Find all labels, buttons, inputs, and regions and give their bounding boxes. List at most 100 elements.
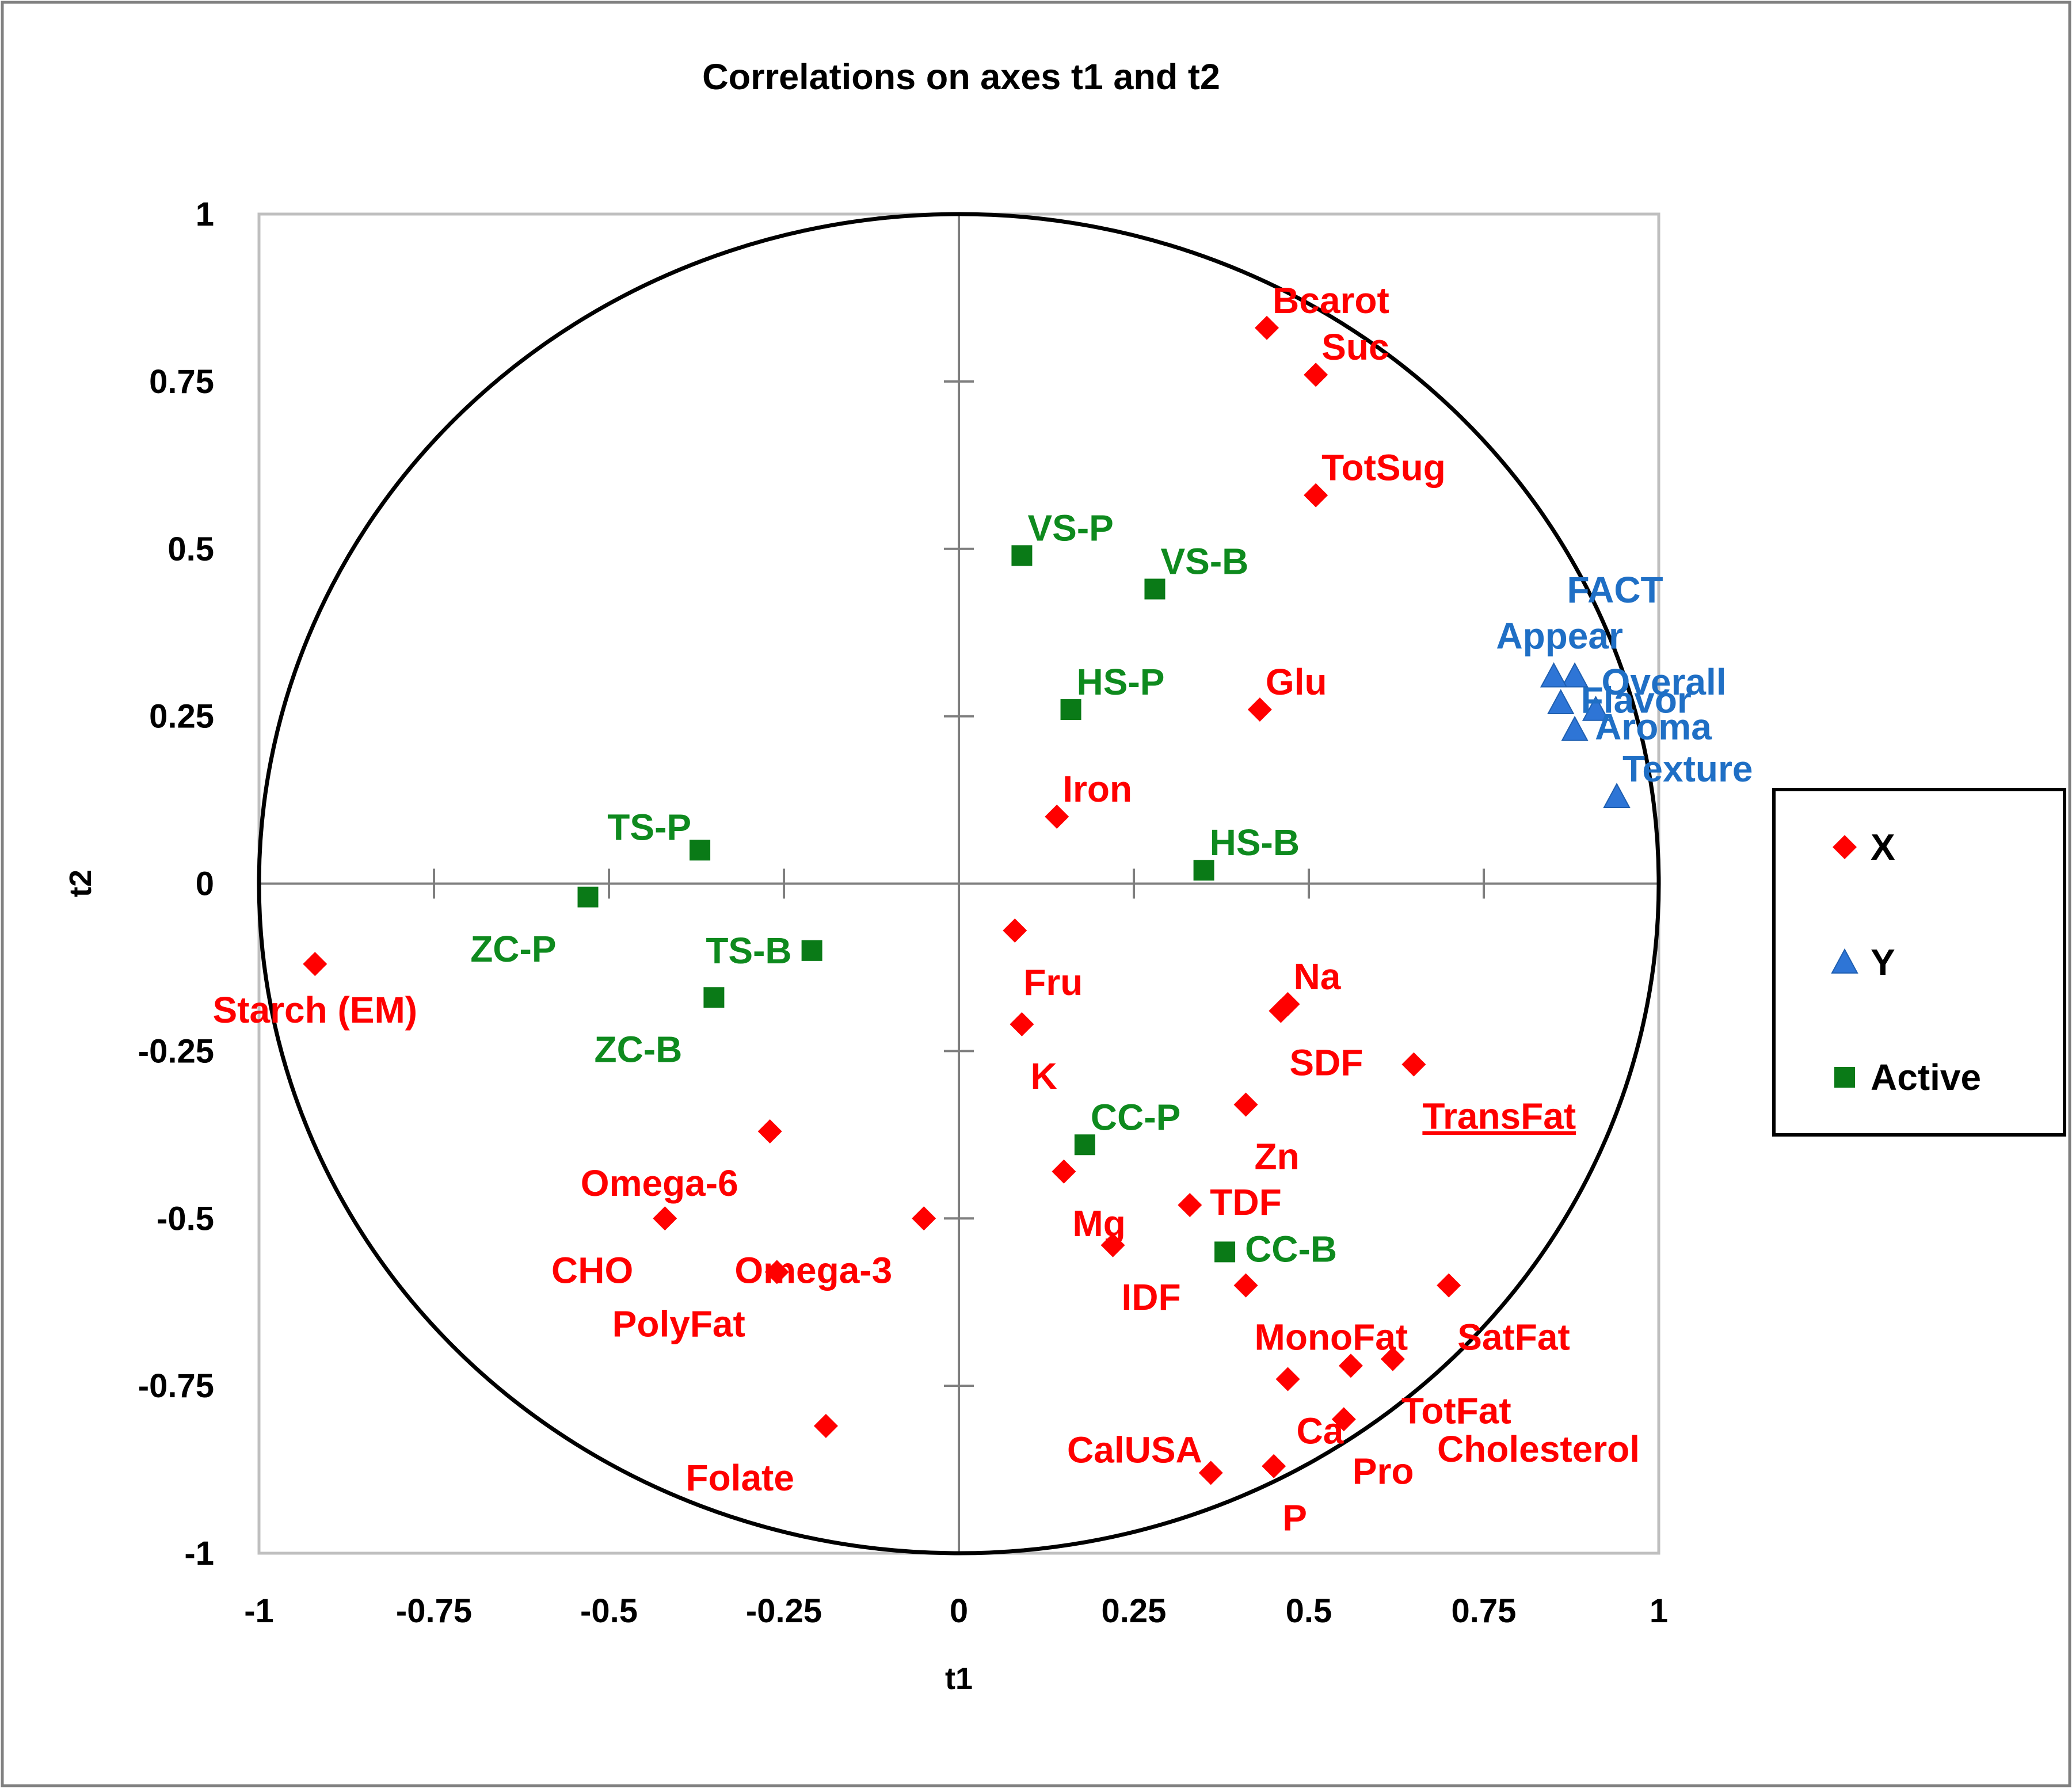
- point-label: Zn: [1255, 1135, 1300, 1177]
- x-marker: [1331, 1407, 1356, 1432]
- x-marker: [1198, 1461, 1223, 1485]
- point-label: VS-B: [1160, 541, 1248, 582]
- x-marker: [1052, 1159, 1076, 1184]
- x-tick-label: 0.25: [1102, 1592, 1167, 1630]
- y-tick-label: -1: [184, 1535, 214, 1572]
- point-label: Pro: [1353, 1450, 1414, 1492]
- legend-box: [1772, 788, 2066, 1137]
- x-tick-label: 0.75: [1452, 1592, 1517, 1630]
- y-axis-label: t2: [63, 870, 98, 897]
- x-marker: [1233, 1273, 1258, 1298]
- point-label: Ca: [1297, 1410, 1344, 1451]
- active-marker: [1193, 860, 1214, 881]
- chart-title: Correlations on axes t1 and t2: [702, 57, 1220, 97]
- point-label: Na: [1294, 956, 1341, 997]
- x-marker: [1380, 1347, 1405, 1371]
- point-label: Aroma: [1595, 706, 1712, 748]
- point-label: P: [1282, 1497, 1307, 1539]
- active-marker: [1144, 578, 1166, 600]
- point-labels: Bcarot Suc TotSug Glu Iron Fru Starch (EM) Na SD…: [212, 280, 1753, 1539]
- correlation-circle: [257, 212, 1661, 1556]
- x-tick-label: 0: [950, 1592, 968, 1630]
- active-marker: [801, 940, 822, 961]
- active-marker: [1060, 699, 1081, 720]
- point-label: Mg: [1072, 1203, 1125, 1244]
- x-marker: [1437, 1273, 1461, 1298]
- y-tick-label: 1: [196, 196, 214, 233]
- active-marker: [577, 886, 599, 908]
- x-marker: [1178, 1192, 1202, 1217]
- point-label: Texture: [1622, 748, 1753, 790]
- point-label: Folate: [685, 1457, 794, 1499]
- point-label: VS-P: [1027, 507, 1113, 548]
- y-tick-label: 0.75: [149, 363, 214, 401]
- point-label: ZC-P: [470, 928, 556, 970]
- point-label: Omega-3: [734, 1249, 892, 1291]
- point-label: Flavor: [1581, 679, 1692, 720]
- x-marker: [1304, 363, 1328, 387]
- point-label: K: [1030, 1055, 1057, 1097]
- point-label: Fru: [1023, 962, 1083, 1003]
- x-marker: [1233, 1092, 1258, 1117]
- point-label: SatFat: [1457, 1317, 1570, 1358]
- point-label: TransFat: [1422, 1096, 1576, 1137]
- x-marker: [1275, 1367, 1300, 1391]
- point-label: TotFat: [1401, 1390, 1511, 1432]
- x-marker: [912, 1206, 936, 1231]
- point-label: IDF: [1122, 1276, 1181, 1318]
- point-label: MonoFat: [1255, 1317, 1408, 1358]
- legend-marker: [1834, 1067, 1855, 1088]
- x-marker: [1010, 1012, 1034, 1036]
- point-label: HS-P: [1077, 661, 1165, 703]
- x-tick-label: -0.5: [580, 1592, 638, 1630]
- x-tick-label: -1: [244, 1592, 274, 1630]
- legend: X Y Active: [1772, 788, 2066, 1137]
- y-tick-label: 0.25: [149, 698, 214, 735]
- point-label: Iron: [1062, 768, 1132, 810]
- y-tick-label: -0.75: [138, 1367, 214, 1405]
- y-tick-label: 0.5: [167, 531, 214, 568]
- y-marker: [1547, 689, 1575, 715]
- y-tick-label: -0.25: [138, 1032, 214, 1070]
- x-tick-label: -0.75: [396, 1592, 472, 1630]
- point-label: Suc: [1321, 326, 1389, 368]
- x-marker: [1247, 697, 1272, 722]
- point-label: Glu: [1266, 661, 1327, 703]
- active-marker: [690, 840, 711, 861]
- x-marker: [1045, 805, 1069, 829]
- x-marker: [813, 1413, 838, 1438]
- x-axis-label: t1: [945, 1661, 973, 1696]
- x-marker: [1003, 918, 1027, 943]
- x-marker: [1269, 998, 1293, 1023]
- x-marker: [1262, 1454, 1286, 1478]
- point-label: Omega-6: [581, 1162, 738, 1204]
- x-marker: [757, 1119, 782, 1143]
- legend-label: Y: [1871, 941, 1895, 983]
- y-marker: [1561, 662, 1589, 688]
- x-marker: [1100, 1233, 1125, 1257]
- point-label: SDF: [1289, 1042, 1363, 1084]
- x-marker: [1304, 483, 1328, 508]
- active-marker: [1074, 1134, 1095, 1156]
- active-marker: [703, 987, 725, 1008]
- x-marker: [1338, 1354, 1363, 1378]
- y-marker: [1540, 662, 1568, 688]
- x-marker: [653, 1206, 677, 1231]
- x-marker: [303, 952, 327, 977]
- point-label: TS-B: [706, 930, 791, 971]
- active-marker: [1011, 545, 1033, 566]
- legend-label: Active: [1871, 1057, 1981, 1098]
- legend-marker: [1831, 948, 1858, 974]
- point-label: Bcarot: [1273, 280, 1389, 321]
- correlation-circle-group: [257, 212, 1661, 1556]
- point-label: CC-P: [1091, 1096, 1180, 1138]
- x-marker: [1255, 315, 1279, 340]
- x-marker: [1401, 1052, 1426, 1077]
- active-marker: [1214, 1241, 1236, 1263]
- data-points: [303, 315, 1631, 1485]
- point-label: TotSug: [1321, 447, 1446, 489]
- x-tick-label: 0.5: [1286, 1592, 1332, 1630]
- point-label: PolyFat: [612, 1303, 745, 1344]
